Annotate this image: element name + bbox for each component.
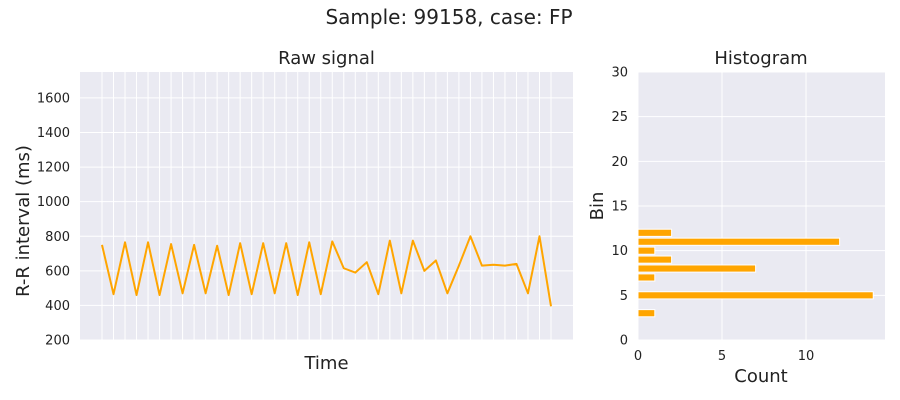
histogram-bar (637, 273, 656, 282)
raw-signal-y-tick-label: 1200 (37, 161, 70, 176)
histogram-y-tick-label: 5 (620, 289, 628, 304)
raw-signal-y-tick-label: 1000 (37, 195, 70, 210)
histogram-y-tick-label: 30 (611, 66, 628, 81)
histogram-panel: 0 5 10 0 5 10 15 20 25 30 Histogram Count Bin (587, 48, 885, 387)
histogram-bar (637, 255, 673, 264)
rr-interval-series-line (101, 235, 552, 307)
raw-signal-title: Raw signal (278, 48, 375, 69)
histogram-y-tick-label: 0 (620, 334, 628, 349)
histogram-y-tick-label: 25 (611, 110, 628, 125)
histogram-bar (637, 264, 757, 273)
histogram-y-tick-label: 10 (611, 244, 628, 259)
histogram-x-tick-label: 0 (634, 349, 642, 364)
raw-signal-grid (80, 72, 573, 341)
histogram-x-tick-label: 5 (718, 349, 726, 364)
histogram-y-label: Bin (587, 192, 608, 221)
raw-signal-y-label: R-R interval (ms) (13, 145, 34, 297)
raw-signal-y-tick-label: 600 (45, 264, 70, 279)
histogram-bar (637, 246, 656, 255)
raw-signal-y-tick-label: 1400 (37, 126, 70, 141)
histogram-x-label: Count (734, 366, 787, 387)
histogram-bar (637, 309, 656, 318)
raw-signal-plot-area (80, 72, 573, 340)
raw-signal-x-label: Time (303, 353, 348, 374)
raw-signal-y-tick-label: 1600 (37, 91, 70, 106)
histogram-title: Histogram (714, 48, 807, 69)
histogram-bars (637, 228, 874, 318)
histogram-x-tick-label: 10 (798, 349, 815, 364)
raw-signal-y-ticks: 200 400 600 800 1000 1200 1400 1600 (37, 91, 70, 348)
histogram-bar (637, 228, 673, 237)
figure-title: Sample: 99158, case: FP (325, 5, 572, 29)
raw-signal-y-tick-label: 200 (45, 334, 70, 349)
histogram-ticks: 0 5 10 0 5 10 15 20 25 30 (611, 66, 814, 365)
histogram-bar (637, 291, 874, 300)
raw-signal-y-tick-label: 400 (45, 299, 70, 314)
histogram-bar (637, 237, 841, 246)
rr-interval-points (101, 236, 552, 307)
histogram-y-tick-label: 15 (611, 200, 628, 215)
histogram-y-tick-label: 20 (611, 155, 628, 170)
raw-signal-y-tick-label: 800 (45, 230, 70, 245)
